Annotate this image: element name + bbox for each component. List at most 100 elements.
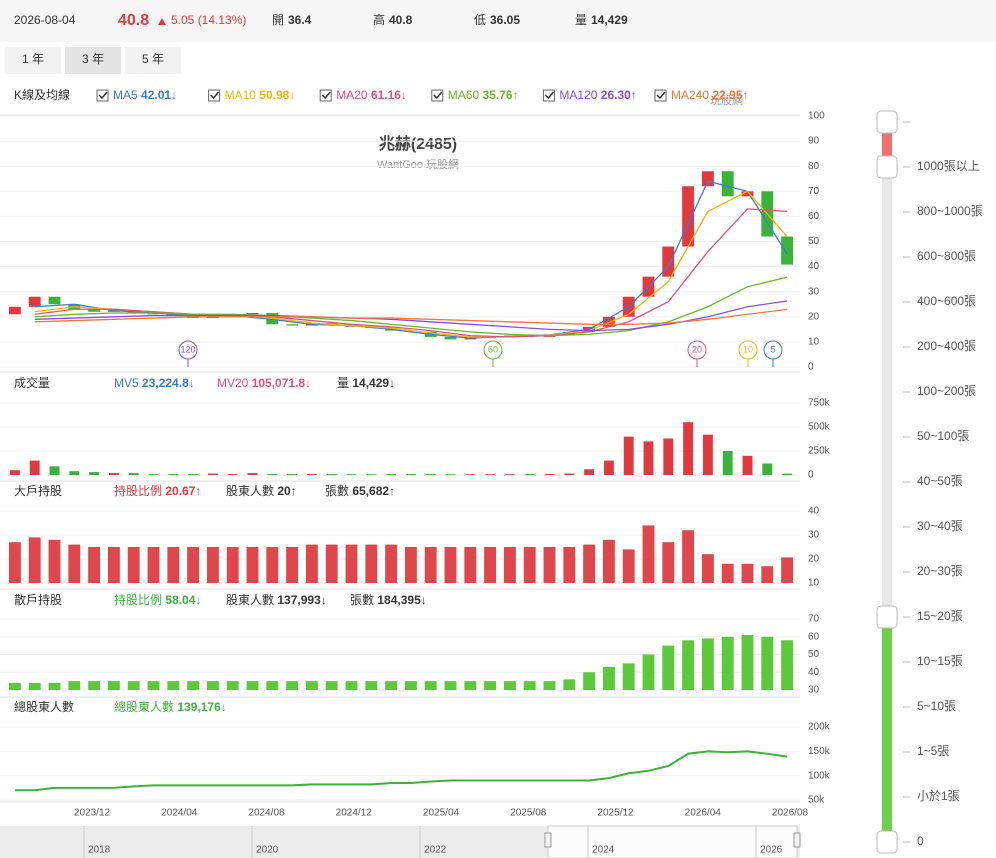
ma-marker <box>483 340 503 360</box>
ma-marker <box>738 340 758 360</box>
ma-legend-item[interactable]: MA60 35.76↑ <box>448 88 519 102</box>
checkmark <box>210 91 220 100</box>
ma-name: MA5 <box>113 88 138 102</box>
ma-legend-item[interactable]: MA20 61.16↓ <box>336 88 407 102</box>
ma-legend-item[interactable]: MA240 22.95↑ <box>671 88 748 102</box>
holder-bar <box>167 547 180 583</box>
volume-bar <box>782 473 793 475</box>
tab-label[interactable]: 5 年 <box>142 52 164 66</box>
ma-value: 50.98 <box>259 88 289 102</box>
tab[interactable] <box>5 47 61 74</box>
holder-bar <box>404 681 417 690</box>
holder-bar <box>701 554 714 583</box>
ma-arrow: ↓ <box>171 88 177 102</box>
ma-legend-item[interactable]: MA120 26.30↑ <box>559 88 636 102</box>
checkmark <box>433 91 443 100</box>
slider-label: 1~5張 <box>917 744 949 758</box>
checkbox[interactable] <box>542 89 555 102</box>
y-tick-label: 0 <box>808 470 814 481</box>
volume-bar <box>702 434 713 475</box>
navigator-handle[interactable] <box>793 832 801 848</box>
price: 40.8 <box>118 12 149 29</box>
ma-legend-item[interactable]: MA5 42.01↓ <box>113 88 177 102</box>
holder-bar <box>721 563 734 583</box>
slider-handle[interactable] <box>876 605 898 629</box>
holder-bar <box>503 547 516 583</box>
checkbox[interactable] <box>208 89 221 102</box>
y-tick-label: 20 <box>808 554 820 565</box>
holder-bar <box>662 645 675 690</box>
volume-bar <box>29 460 40 475</box>
stat-value: 184,395 <box>377 593 421 607</box>
holder-bar <box>345 681 358 690</box>
volume-label: 量 <box>575 13 587 27</box>
holder-bar <box>266 547 279 583</box>
volume-bar <box>524 474 535 475</box>
volume-bar <box>108 473 119 475</box>
holder-bar <box>424 547 437 583</box>
ma-marker <box>178 340 198 360</box>
navigator-handle[interactable] <box>544 832 552 848</box>
holder-bar <box>444 547 457 583</box>
checkmark <box>544 91 554 100</box>
stat-arrow: ↑ <box>195 484 201 498</box>
holder-bar <box>404 547 417 583</box>
tab-label[interactable]: 1 年 <box>22 52 44 66</box>
tab[interactable] <box>65 47 121 74</box>
volume-bar <box>69 471 80 475</box>
holder-bar <box>226 547 239 583</box>
ma-marker-label: 10 <box>743 344 753 354</box>
holder-bar <box>622 549 635 583</box>
slider-handle[interactable] <box>876 155 898 179</box>
slider-handle[interactable] <box>876 110 898 134</box>
candle <box>8 306 21 315</box>
change: 5.05 (14.13%) <box>171 13 246 27</box>
volume-bar <box>445 474 456 475</box>
checkbox[interactable] <box>654 89 667 102</box>
checkbox[interactable] <box>431 89 444 102</box>
tab-label[interactable]: 3 年 <box>82 52 104 66</box>
holder-bar <box>464 681 477 690</box>
stat-arrow: ↓ <box>321 593 327 607</box>
y-tick-label: 10 <box>808 578 820 589</box>
ma-arrow: ↑ <box>742 88 748 102</box>
stat-value: 65,682 <box>352 484 389 498</box>
holder-bar <box>68 681 81 690</box>
ma-value: 42.01 <box>141 88 171 102</box>
checkbox[interactable] <box>319 89 332 102</box>
tab[interactable] <box>125 47 181 74</box>
holder-bar <box>246 547 259 583</box>
holder-bar <box>503 681 516 690</box>
ma-name: MA20 <box>336 88 368 102</box>
slider-label: 200~400張 <box>917 339 976 353</box>
volume-bar <box>49 466 60 475</box>
holder-bar <box>642 525 655 583</box>
slider-label: 40~50張 <box>917 474 963 488</box>
slider-handle[interactable] <box>876 830 898 854</box>
holder-bar <box>107 681 120 690</box>
open-label: 開 <box>272 13 284 27</box>
candle <box>28 296 41 307</box>
candle <box>701 171 714 187</box>
checkbox[interactable] <box>96 89 109 102</box>
high-value: 40.8 <box>389 13 413 27</box>
volume-bar <box>188 474 199 475</box>
stat-arrow: ↓ <box>421 593 427 607</box>
ma-line <box>34 208 788 338</box>
stat-name: 股東人數 <box>226 484 274 498</box>
stat-name: MV5 <box>114 376 139 390</box>
volume-bar <box>762 463 773 475</box>
ma-legend-item[interactable]: MA10 50.98↓ <box>225 88 296 102</box>
slider-label: 800~1000張 <box>917 204 983 218</box>
x-tick-label: 2026/08 <box>772 808 809 819</box>
volume-bar <box>128 473 139 475</box>
holder-bar <box>523 547 536 583</box>
stat: 張數 65,682↑ <box>325 484 395 498</box>
slider-label: 1000張以上 <box>917 159 980 173</box>
holder-bar <box>266 681 279 690</box>
holder-bar <box>563 547 576 583</box>
volume-bar <box>584 469 595 475</box>
ma-line <box>34 300 788 332</box>
stat: 股東人數 137,993↓ <box>226 593 327 607</box>
stat-name: 張數 <box>325 484 349 498</box>
